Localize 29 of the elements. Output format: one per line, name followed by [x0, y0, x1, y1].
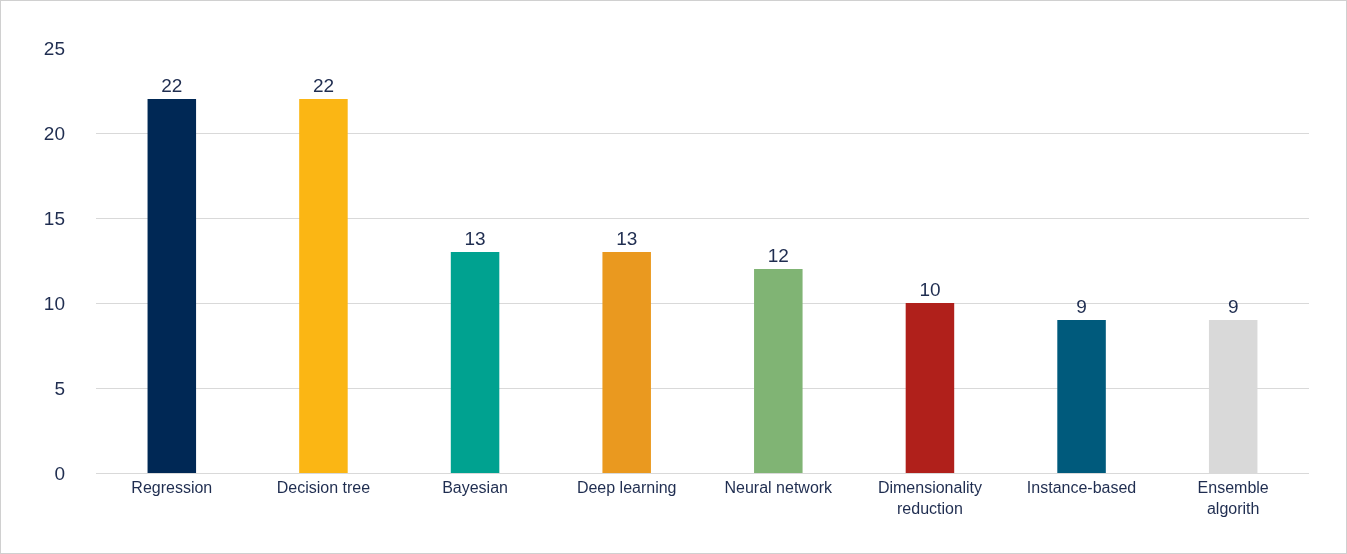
- data-label: 13: [464, 228, 486, 249]
- x-tick-label: Bayesian: [442, 479, 508, 497]
- data-label: 22: [161, 75, 183, 96]
- data-label: 9: [1076, 296, 1087, 317]
- x-tick-label: Ensemble algorith: [1197, 479, 1269, 517]
- x-tick-label: Deep learning: [576, 479, 677, 497]
- bar: [754, 269, 803, 473]
- bar: [450, 252, 500, 473]
- x-tick-label: Decision tree: [276, 479, 371, 497]
- data-label: 12: [767, 245, 789, 266]
- x-tick-label: Neural network: [724, 479, 834, 497]
- bar: [905, 303, 955, 473]
- x-tick-label: Dimensionality reduction: [877, 479, 982, 517]
- bar: [1057, 320, 1106, 473]
- y-tick-label: 10: [43, 292, 65, 314]
- y-tick-label: 0: [54, 462, 65, 484]
- y-tick-label: 20: [43, 122, 65, 144]
- x-tick-label: Regression: [131, 479, 213, 497]
- y-tick-label: 15: [43, 207, 65, 229]
- data-label: 22: [312, 75, 335, 96]
- bar: [299, 99, 348, 473]
- data-label: 10: [919, 279, 941, 300]
- x-tick-label: Instance-based: [1026, 479, 1137, 497]
- bar: [147, 99, 197, 473]
- y-tick-label: 5: [54, 377, 65, 399]
- data-label: 13: [616, 228, 638, 249]
- bar: [602, 252, 651, 473]
- data-label: 9: [1227, 296, 1239, 317]
- y-tick-label: 25: [43, 37, 65, 59]
